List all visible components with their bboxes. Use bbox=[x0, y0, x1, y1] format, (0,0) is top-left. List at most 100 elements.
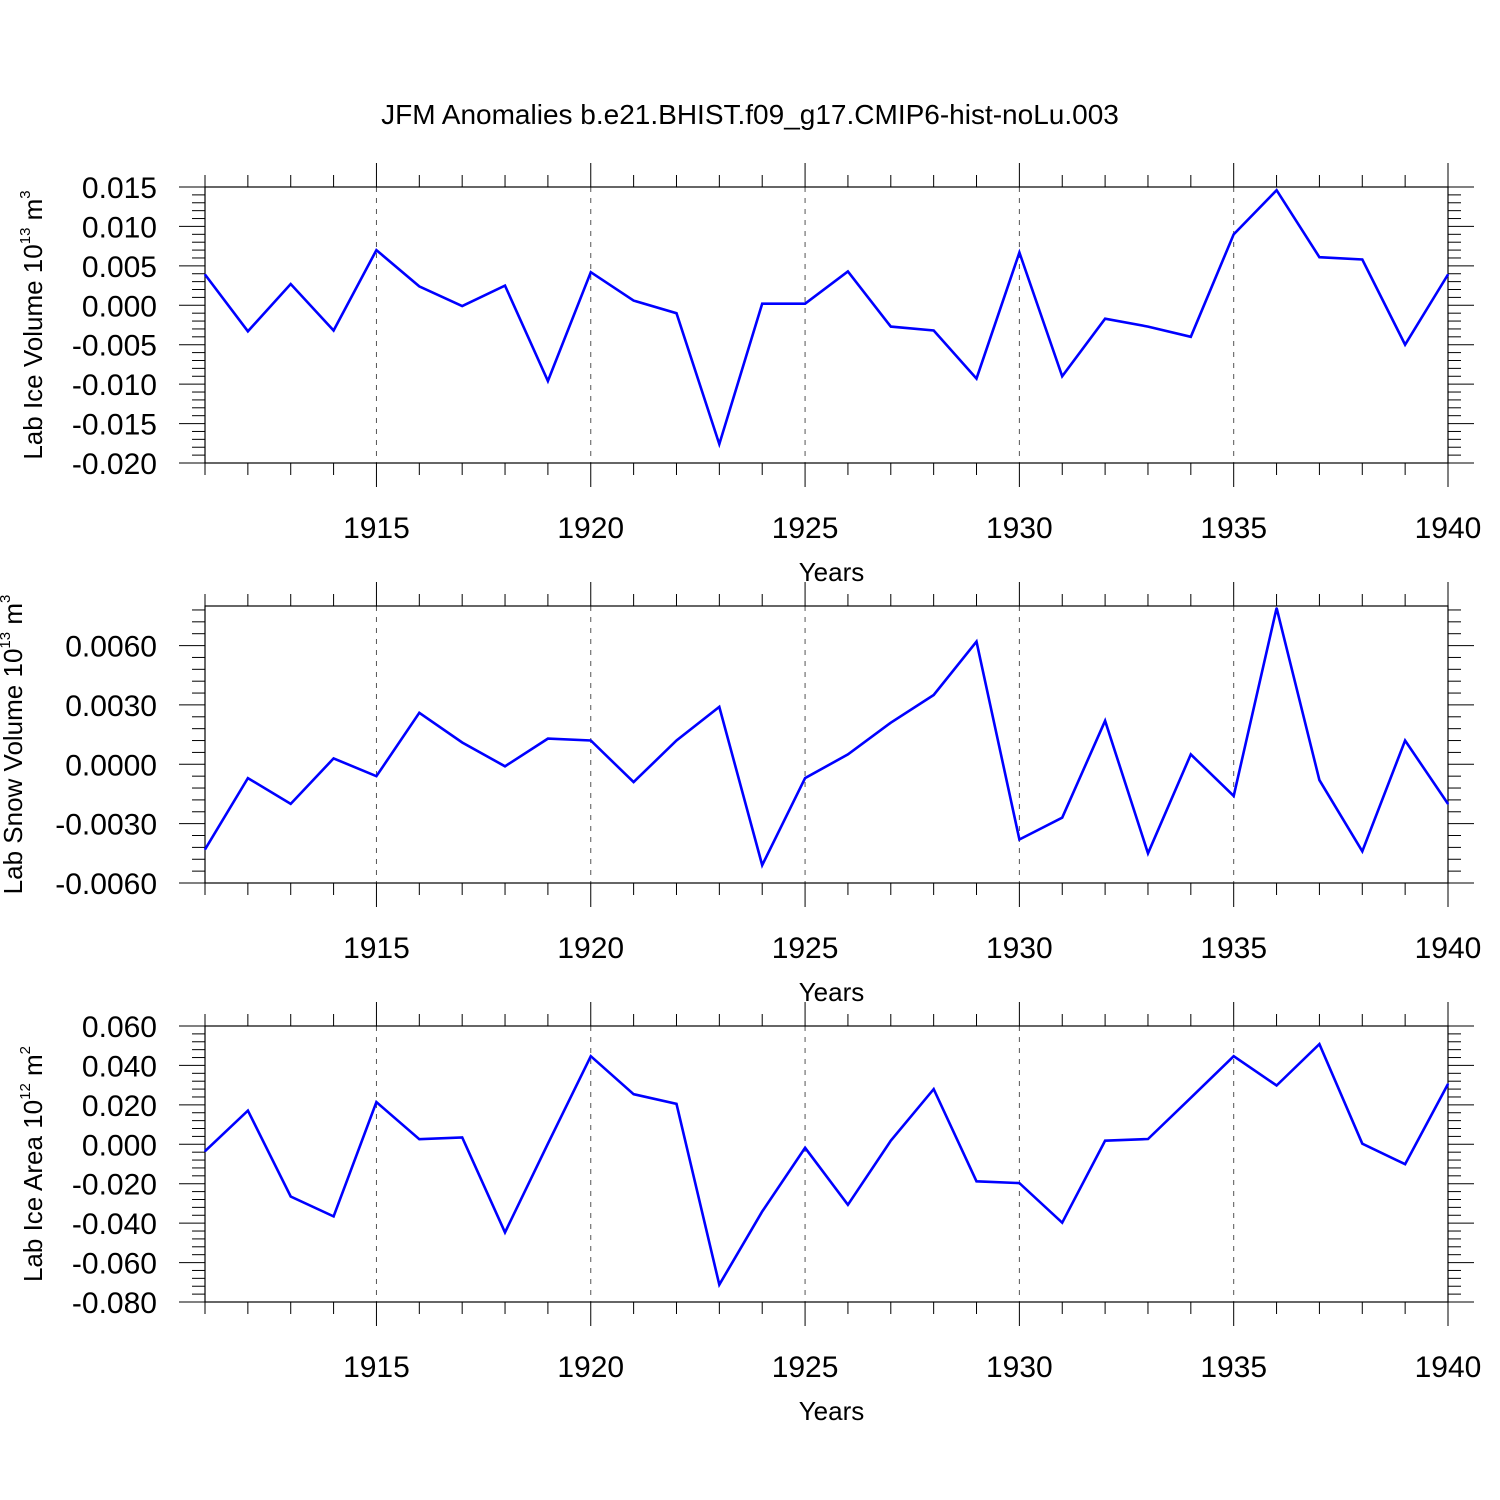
x-tick-label: 1925 bbox=[772, 932, 839, 965]
data-point bbox=[589, 1055, 592, 1057]
data-point bbox=[1404, 1163, 1406, 1165]
data-point bbox=[375, 249, 378, 251]
data-point bbox=[1275, 607, 1278, 609]
data-point bbox=[1104, 1139, 1106, 1142]
data-point bbox=[932, 694, 935, 696]
data-point bbox=[889, 721, 892, 724]
data-point bbox=[632, 299, 635, 302]
x-axis-label: Years bbox=[799, 1396, 865, 1426]
data-point bbox=[1190, 753, 1192, 756]
data-point bbox=[547, 1142, 549, 1145]
data-point bbox=[589, 739, 592, 742]
y-tick-label: -0.020 bbox=[72, 1169, 157, 1202]
data-point bbox=[1404, 739, 1406, 742]
series-line bbox=[203, 188, 1450, 449]
data-point bbox=[632, 781, 635, 783]
data-point bbox=[418, 1138, 421, 1140]
data-point bbox=[1061, 375, 1064, 378]
y-axis-label: Lab Ice Area 1012 m2 bbox=[17, 1046, 48, 1282]
data-point bbox=[418, 712, 421, 714]
data-point bbox=[847, 1204, 849, 1206]
data-point bbox=[675, 1103, 678, 1105]
x-tick-label: 1915 bbox=[343, 1351, 410, 1384]
data-point bbox=[975, 377, 978, 380]
data-point bbox=[847, 270, 849, 273]
data-point bbox=[1232, 795, 1235, 797]
data-point bbox=[375, 1101, 378, 1103]
data-point bbox=[1318, 779, 1321, 781]
x-tick-label: 1935 bbox=[1200, 512, 1267, 545]
data-point bbox=[289, 283, 292, 285]
data-point bbox=[804, 1147, 806, 1149]
data-point bbox=[718, 1283, 721, 1286]
x-tick-label: 1940 bbox=[1415, 1351, 1482, 1384]
data-point bbox=[1147, 1138, 1149, 1140]
y-tick-label: -0.015 bbox=[72, 409, 157, 442]
x-tick-label: 1925 bbox=[772, 1351, 839, 1384]
data-point bbox=[461, 1136, 463, 1139]
data-point bbox=[1447, 273, 1449, 276]
data-point bbox=[375, 775, 378, 777]
data-point bbox=[932, 329, 935, 332]
x-tick-label: 1930 bbox=[986, 1351, 1053, 1384]
data-point bbox=[547, 380, 549, 382]
data-point bbox=[1275, 1084, 1278, 1087]
data-point bbox=[889, 1139, 892, 1142]
data-point bbox=[1232, 1055, 1235, 1057]
x-tick-label: 1925 bbox=[772, 512, 839, 545]
data-point bbox=[418, 285, 421, 288]
data-point bbox=[632, 1093, 635, 1096]
y-tick-label: -0.060 bbox=[72, 1248, 157, 1281]
y-tick-label: 0.0030 bbox=[65, 690, 157, 723]
data-point bbox=[718, 706, 721, 708]
y-tick-label: 0.0060 bbox=[65, 631, 157, 664]
data-point bbox=[761, 864, 764, 866]
x-tick-label: 1920 bbox=[557, 932, 624, 965]
data-point bbox=[804, 777, 806, 779]
data-point bbox=[461, 741, 463, 744]
x-tick-label: 1930 bbox=[986, 512, 1053, 545]
data-point bbox=[1104, 719, 1106, 722]
data-point bbox=[1232, 233, 1235, 236]
data-point bbox=[1318, 256, 1321, 258]
data-point bbox=[675, 739, 678, 742]
x-tick-label: 1935 bbox=[1200, 932, 1267, 965]
plot-frame bbox=[204, 605, 1449, 884]
x-axis-label: Years bbox=[799, 977, 865, 1007]
data-point bbox=[1447, 803, 1449, 805]
y-tick-label: 0.0000 bbox=[65, 749, 157, 782]
data-point bbox=[975, 1180, 978, 1183]
data-point bbox=[1275, 189, 1278, 191]
data-point bbox=[804, 302, 806, 305]
data-point bbox=[247, 330, 249, 333]
chart-title: JFM Anomalies b.e21.BHIST.f09_g17.CMIP6-… bbox=[381, 99, 1119, 130]
x-axis-label: Years bbox=[799, 557, 865, 587]
data-point bbox=[1318, 1043, 1321, 1045]
y-tick-label: 0.020 bbox=[82, 1090, 157, 1123]
data-point bbox=[975, 640, 978, 643]
data-point bbox=[289, 1195, 292, 1198]
data-point bbox=[1190, 1096, 1192, 1099]
data-point bbox=[332, 1215, 335, 1218]
y-tick-label: 0.060 bbox=[82, 1011, 157, 1044]
data-point bbox=[1447, 1083, 1449, 1085]
data-point bbox=[1018, 1182, 1021, 1184]
data-point bbox=[675, 312, 678, 314]
data-point bbox=[1018, 838, 1021, 841]
panel-2: -0.0060 -0.0030 0.0000 0.0030 0.0060 1915 1920… bbox=[0, 582, 1481, 1007]
data-point bbox=[247, 777, 249, 779]
data-point bbox=[1404, 343, 1406, 346]
data-point bbox=[932, 1088, 935, 1090]
data-point bbox=[718, 443, 721, 445]
y-tick-label: 0.000 bbox=[82, 290, 157, 323]
data-point bbox=[1361, 258, 1364, 261]
data-point bbox=[461, 305, 463, 307]
data-point bbox=[761, 302, 764, 305]
y-tick-label: 0.040 bbox=[82, 1050, 157, 1083]
y-tick-label: -0.0060 bbox=[55, 868, 157, 901]
data-point bbox=[204, 273, 206, 276]
data-point bbox=[504, 1231, 506, 1234]
data-point bbox=[289, 803, 292, 805]
y-tick-label: -0.005 bbox=[72, 330, 157, 363]
